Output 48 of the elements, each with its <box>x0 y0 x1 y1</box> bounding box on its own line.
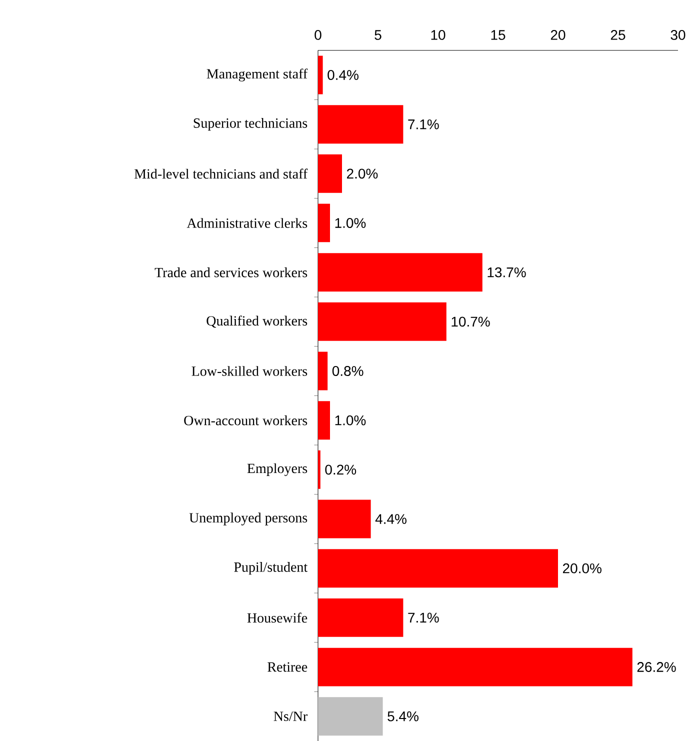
y-tick-label: Management staff <box>206 68 308 82</box>
data-label: 1.0% <box>335 218 366 228</box>
y-tick-label: Administrative clerks <box>186 218 308 228</box>
data-label: 2.0% <box>346 168 378 179</box>
y-tick-label: Trade and services workers <box>154 267 308 278</box>
bar <box>318 598 404 637</box>
data-label: 1.0% <box>335 415 366 426</box>
x-tick-label: 10 <box>431 30 446 40</box>
bar <box>318 253 482 292</box>
data-label: 13.7% <box>488 267 526 278</box>
x-tick-label: 0 <box>314 30 322 40</box>
y-tick-label: Qualified workers <box>206 316 308 328</box>
data-label: 10.7% <box>452 316 490 327</box>
data-label: 20.0% <box>562 563 602 574</box>
data-label: 26.2% <box>637 662 676 672</box>
bar <box>318 105 404 144</box>
x-tick-label: 20 <box>550 30 566 40</box>
data-label: 0.2% <box>325 464 356 475</box>
x-tick-label: 25 <box>610 30 626 40</box>
y-tick-label: Own-account workers <box>184 415 308 426</box>
bar <box>318 500 371 538</box>
y-tick-label: Low-skilled workers <box>192 366 308 376</box>
data-label: 5.4% <box>388 711 418 722</box>
y-tick-label: Unemployed persons <box>189 512 308 526</box>
data-label: 0.4% <box>328 70 358 80</box>
data-label: 0.8% <box>332 366 364 376</box>
x-tick-label: 30 <box>670 30 686 40</box>
x-tick-label: 5 <box>374 30 382 40</box>
y-tick-label: Retiree <box>268 662 308 672</box>
bar <box>318 302 446 341</box>
y-tick-label: Housewife <box>247 612 308 623</box>
bar <box>318 697 383 736</box>
y-tick-label: Employers <box>247 463 308 476</box>
y-tick-label: Mid-level technicians and staff <box>134 168 308 179</box>
data-label: 4.4% <box>375 514 406 524</box>
bar <box>318 204 330 242</box>
bar <box>318 648 632 686</box>
bar <box>318 352 328 390</box>
x-tick-label: 15 <box>491 30 506 40</box>
y-tick-label: Superior technicians <box>194 118 308 131</box>
bar <box>318 154 342 193</box>
bar <box>318 549 558 588</box>
bar <box>318 401 330 440</box>
bar <box>318 56 323 94</box>
y-tick-label: Pupil/student <box>234 562 308 575</box>
data-label: 7.1% <box>408 612 439 623</box>
y-tick-label: Ns/Nr <box>274 712 308 722</box>
data-label: 7.1% <box>408 119 439 130</box>
